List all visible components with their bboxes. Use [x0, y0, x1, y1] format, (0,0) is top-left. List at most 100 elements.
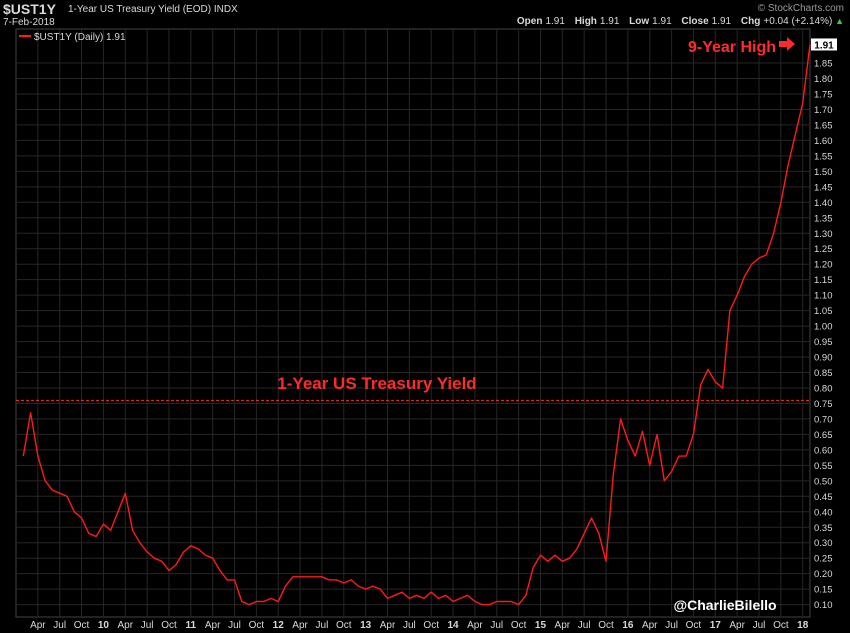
- y-tick-label: 1.70: [814, 105, 833, 116]
- x-tick-label: Jul: [53, 620, 66, 631]
- x-tick-label: 11: [186, 620, 197, 631]
- close-label: Close: [681, 16, 709, 27]
- y-tick-label: 1.35: [814, 213, 833, 224]
- x-tick-label: Apr: [205, 620, 221, 631]
- x-tick-label: Apr: [642, 620, 658, 631]
- y-tick-label: 1.30: [814, 229, 833, 240]
- x-tick-label: Apr: [380, 620, 396, 631]
- y-tick-label: 1.75: [814, 89, 833, 100]
- chart-annotation-title: 1-Year US Treasury Yield: [277, 374, 476, 393]
- plot-frame: [15, 28, 811, 618]
- x-tick-label: Oct: [686, 620, 702, 631]
- x-tick-label: Oct: [773, 620, 789, 631]
- high-value: 1.91: [599, 16, 620, 27]
- last-value-text: 1.91: [814, 40, 834, 51]
- y-tick-label: 1.10: [814, 291, 833, 302]
- open-label: Open: [516, 16, 543, 27]
- x-tick-label: Apr: [555, 620, 571, 631]
- x-tick-label: Jul: [665, 620, 678, 631]
- y-tick-label: 0.50: [814, 476, 833, 487]
- x-tick-label: 17: [710, 620, 722, 631]
- y-tick-label: 0.40: [814, 507, 833, 518]
- y-tick-label: 0.80: [814, 383, 833, 394]
- x-tick-label: Jul: [141, 620, 154, 631]
- y-tick-label: 1.85: [814, 59, 833, 70]
- open-value: 1.91: [545, 16, 565, 27]
- x-tick-label: Oct: [161, 620, 177, 631]
- x-tick-label: Jul: [490, 620, 503, 631]
- y-tick-label: 1.15: [814, 275, 833, 286]
- x-tick-label: Oct: [511, 620, 527, 631]
- ohlc-readout: Open 1.91 High 1.91 Low 1.91 Close 1.91 Chg +…: [517, 16, 844, 27]
- series-line-ust1y: [22, 44, 811, 606]
- nine-year-high-label: 9-Year High: [688, 39, 776, 56]
- y-tick-label: 1.55: [814, 151, 833, 162]
- x-tick-label: 16: [622, 620, 634, 631]
- x-tick-label: 14: [448, 620, 460, 631]
- y-tick-label: 0.15: [814, 585, 833, 596]
- x-tick-label: Jul: [228, 620, 241, 631]
- exchange-label: INDX: [213, 4, 238, 15]
- grid-layer: [16, 29, 810, 617]
- y-tick-label: 0.70: [814, 414, 833, 425]
- legend: $UST1Y (Daily) 1.91: [19, 32, 126, 43]
- y-tick-label: 1.05: [814, 306, 833, 317]
- last-value-tag: 1.91: [811, 38, 837, 51]
- y-tick-label: 0.10: [814, 600, 833, 611]
- x-tick-label: Jul: [753, 620, 766, 631]
- y-tick-label: 0.60: [814, 445, 833, 456]
- x-tick-label: 10: [98, 620, 110, 631]
- date-label: 7-Feb-2018: [3, 17, 55, 28]
- y-tick-label: 1.40: [814, 198, 833, 209]
- low-label: Low: [629, 16, 650, 27]
- description-text: 1-Year US Treasury Yield (EOD): [68, 4, 212, 15]
- x-tick-label: Apr: [30, 620, 46, 631]
- y-tick-label: 1.00: [814, 322, 833, 333]
- low-value: 1.91: [652, 16, 672, 27]
- x-tick-label: Oct: [423, 620, 439, 631]
- x-tick-label: Oct: [74, 620, 90, 631]
- x-axis: Apr Jul Oct 10 Apr Jul Oct 11 Apr Jul Oct 12 Apr Jul O…: [30, 620, 809, 631]
- x-tick-label: Jul: [316, 620, 329, 631]
- y-tick-label: 0.95: [814, 337, 833, 348]
- y-tick-label: 1.80: [814, 74, 833, 85]
- x-tick-label: Apr: [467, 620, 483, 631]
- symbol-label: $UST1Y: [3, 1, 56, 17]
- close-value: 1.91: [711, 16, 732, 27]
- x-tick-label: Oct: [598, 620, 614, 631]
- y-tick-label: 0.55: [814, 461, 833, 472]
- y-tick-label: 1.20: [814, 260, 833, 271]
- y-tick-label: 0.85: [814, 368, 833, 379]
- credit-label: @CharlieBilello: [673, 597, 776, 613]
- y-tick-label: 0.90: [814, 353, 833, 364]
- y-tick-label: 0.75: [814, 399, 833, 410]
- x-tick-label: 15: [535, 620, 547, 631]
- legend-text: $UST1Y (Daily) 1.91: [34, 32, 126, 43]
- x-tick-label: Oct: [249, 620, 265, 631]
- x-tick-label: Jul: [403, 620, 416, 631]
- y-tick-label: 1.60: [814, 136, 833, 147]
- x-tick-label: Apr: [729, 620, 745, 631]
- y-tick-label: 1.65: [814, 120, 833, 131]
- y-tick-label: 0.35: [814, 523, 833, 534]
- chg-value: +0.04 (+2.14%): [763, 16, 833, 27]
- x-tick-label: 18: [797, 620, 809, 631]
- x-tick-label: Apr: [117, 620, 133, 631]
- y-tick-label: 0.25: [814, 554, 833, 565]
- high-label: High: [574, 16, 597, 27]
- chg-label: Chg: [740, 16, 761, 27]
- x-tick-label: 12: [273, 620, 285, 631]
- y-tick-label: 1.45: [814, 182, 833, 193]
- up-triangle-icon: ▲: [835, 16, 844, 26]
- y-tick-label: 0.65: [814, 430, 833, 441]
- y-tick-label: 1.25: [814, 244, 833, 255]
- y-tick-label: 0.20: [814, 569, 833, 580]
- description-label: 1-Year US Treasury Yield (EOD) INDX: [68, 4, 238, 15]
- brand-label[interactable]: © StockCharts.com: [757, 3, 844, 14]
- x-tick-label: Jul: [578, 620, 591, 631]
- y-axis: 0.10 0.15 0.20 0.25 0.30 0.35 0.40 0.45 0.50 0.55…: [814, 59, 833, 612]
- y-tick-label: 1.50: [814, 167, 833, 178]
- x-tick-label: Oct: [336, 620, 352, 631]
- right-arrow-icon: [779, 37, 795, 51]
